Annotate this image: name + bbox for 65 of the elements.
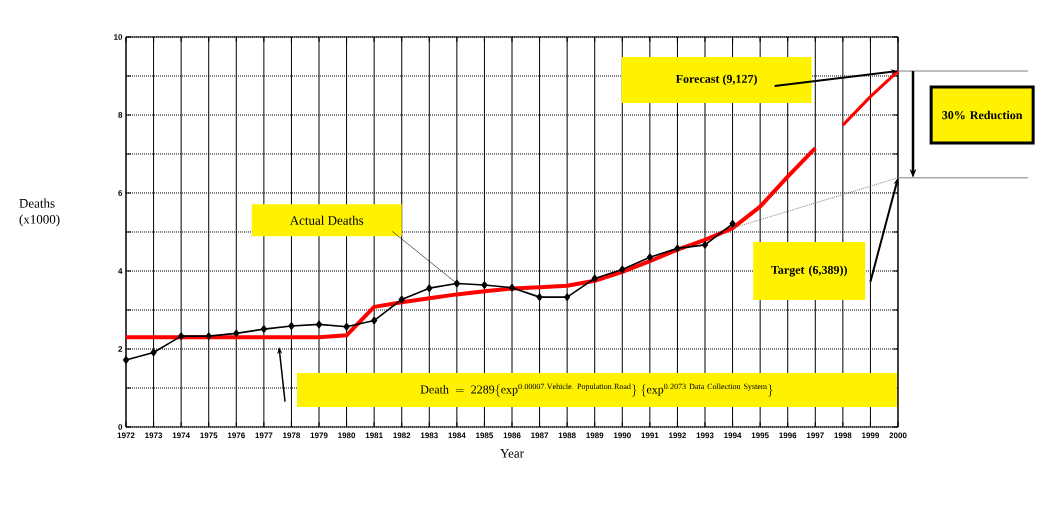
x-tick-label: 1983 bbox=[420, 432, 438, 439]
point bbox=[481, 281, 488, 289]
y-tick-label: 6 bbox=[118, 190, 123, 196]
x-tick-label: 1974 bbox=[172, 432, 191, 439]
point bbox=[150, 348, 157, 357]
x-tick-label: 1989 bbox=[586, 432, 604, 439]
x-tick-label: 1981 bbox=[365, 432, 383, 439]
annotation: Actual Deaths bbox=[289, 215, 364, 225]
y-tick-label: 0 bbox=[118, 424, 123, 430]
x-tick-label: 1977 bbox=[255, 432, 273, 439]
point bbox=[233, 329, 240, 338]
y-tick-label: 2 bbox=[118, 346, 123, 352]
point bbox=[674, 244, 681, 253]
x-tick-label: 1985 bbox=[476, 432, 494, 439]
y-tick-label: 10 bbox=[114, 34, 123, 40]
point bbox=[701, 241, 709, 249]
y-tick-label: 4 bbox=[118, 268, 123, 274]
x-tick-label: 1997 bbox=[806, 432, 824, 439]
x-tick-label: 1992 bbox=[669, 432, 686, 439]
point bbox=[729, 220, 736, 228]
annotation: Forecast (9,127) bbox=[675, 74, 757, 86]
point bbox=[426, 284, 433, 292]
point bbox=[122, 356, 130, 364]
point bbox=[646, 253, 653, 262]
x-tick-label: 2000 bbox=[889, 432, 907, 439]
x-axis-title: Year bbox=[500, 449, 524, 458]
text: 30% Reduction bbox=[942, 110, 1023, 120]
x-tick-label: 1980 bbox=[338, 432, 356, 439]
x-tick-label: 1975 bbox=[200, 432, 218, 439]
x-tick-label: 1988 bbox=[558, 432, 576, 439]
point bbox=[371, 316, 378, 325]
point bbox=[178, 332, 185, 340]
x-tick-label: 1999 bbox=[862, 432, 880, 439]
x-tick-label: 1978 bbox=[283, 432, 301, 439]
x-tick-label: 1986 bbox=[503, 432, 521, 439]
point bbox=[564, 293, 571, 301]
x-tick-label: 1998 bbox=[834, 432, 852, 439]
x-tick-label: 1973 bbox=[145, 432, 163, 439]
point bbox=[288, 322, 295, 330]
point bbox=[508, 283, 516, 292]
y-axis-title: Deaths (x1000) bbox=[19, 198, 60, 227]
x-tick-label: 1995 bbox=[751, 432, 769, 439]
point bbox=[260, 325, 267, 333]
annotation: Target (6,389)) bbox=[771, 265, 847, 277]
x-tick-label: 1993 bbox=[696, 432, 714, 439]
x-tick-label: 1976 bbox=[227, 432, 245, 439]
point bbox=[453, 279, 460, 288]
annotation: $\mathrm{Death\ =\ 2289\{exp^{0.00007.Vehicle.\ Population.Road}\}\ \{exp^{0.2073\ Data\ Collection\ System}\}}$ bbox=[420, 383, 773, 397]
point bbox=[315, 320, 323, 329]
point bbox=[343, 322, 350, 331]
x-tick-label: 1979 bbox=[310, 432, 328, 439]
x-tick-label: 1990 bbox=[613, 432, 631, 439]
point bbox=[619, 265, 626, 274]
x-tick-label: 1984 bbox=[448, 432, 466, 439]
point bbox=[591, 274, 598, 283]
x-tick-label: 1991 bbox=[641, 432, 659, 439]
point bbox=[536, 293, 543, 301]
x-tick-label: 1987 bbox=[531, 432, 549, 439]
x-tick-label: 1994 bbox=[724, 432, 742, 439]
point bbox=[205, 332, 212, 340]
point bbox=[398, 295, 405, 304]
y-tick-label: 8 bbox=[118, 112, 123, 118]
x-tick-label: 1996 bbox=[779, 432, 797, 439]
x-tick-label: 1982 bbox=[393, 432, 411, 439]
x-tick-label: 1972 bbox=[117, 432, 135, 439]
